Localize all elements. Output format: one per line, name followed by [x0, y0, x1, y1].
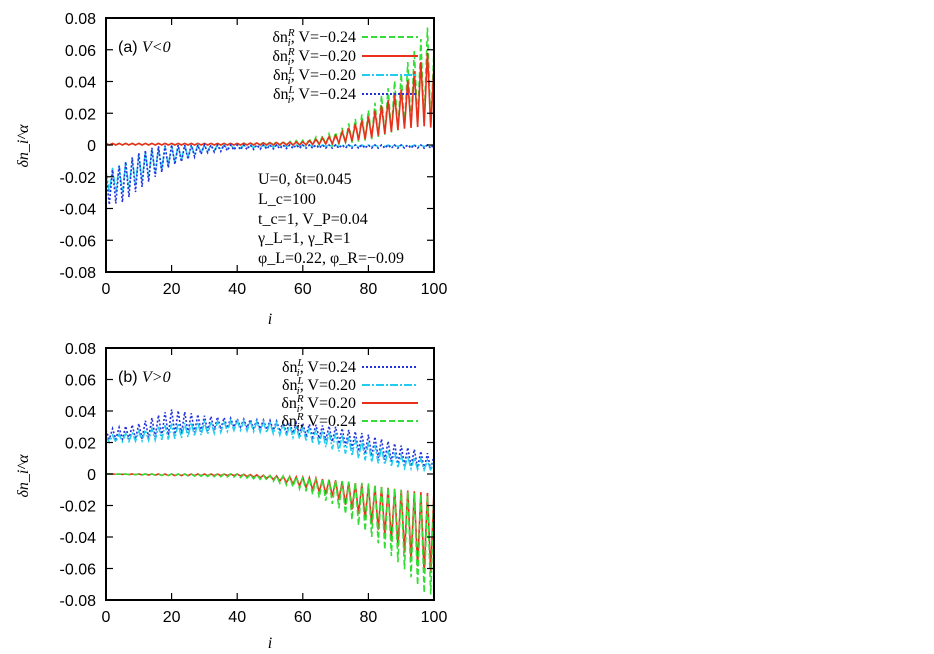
x-tick-label-b: 80: [360, 609, 378, 626]
y-tick-label-b: -0.08: [60, 593, 97, 610]
y-tick-label-a: -0.04: [60, 202, 97, 219]
plot-area-b: [106, 409, 434, 595]
panel-label-a: (a) V<0: [118, 39, 171, 56]
series-line-b-4: [106, 472, 434, 595]
series-group-a: [106, 27, 434, 205]
y-tick-label-b: 0.06: [65, 373, 96, 390]
series-line-b-2: [106, 417, 434, 474]
x-axis-label-a: i: [268, 311, 272, 328]
legend-label-a-2: δnR i, V=−0.20: [272, 46, 356, 68]
legend-label-b-4: δnR i, V=0.24: [281, 411, 356, 433]
x-tick-label-a: 20: [163, 281, 181, 298]
y-tick-label-b: 0.02: [65, 436, 96, 453]
y-axis-label-a: δn_i^α: [15, 124, 32, 168]
panel-b: 0 20 40 60 80 100 -0.08 -0.06 -0.04 -0.02 0 0.02 0.0…: [15, 341, 447, 652]
x-tick-label-a: 80: [360, 281, 378, 298]
y-tick-label-a: 0.08: [65, 11, 96, 28]
param-line-4: γ_L=1, γ_R=1: [257, 230, 351, 247]
y-tick-label-b: 0.04: [65, 404, 96, 421]
y-tick-label-b: -0.02: [60, 499, 97, 516]
legend-label-a-4: δnL i, V=−0.24: [273, 84, 356, 106]
y-tick-label-b: -0.04: [60, 530, 97, 547]
series-group-b: [106, 409, 434, 595]
y-tick-label-b: 0.08: [65, 341, 96, 358]
axes-a: 0 20 40 60 80 100 -0.08 -0.06 -0.04 -0.02 0 0.02 0.0…: [60, 11, 448, 298]
series-line-a-2: [106, 52, 434, 147]
axes-b: 0 20 40 60 80 100 -0.08 -0.06 -0.04 -0.02 0 0.02 0.0…: [60, 341, 448, 626]
plot-area-a: [106, 27, 434, 205]
legend-label-b-1: δnL i, V=0.24: [282, 357, 356, 379]
x-tick-label-a: 100: [421, 281, 448, 298]
panel-label-b: (b) V>0: [118, 369, 171, 386]
y-tick-label-a: 0.06: [65, 43, 96, 60]
series-line-a-4: [106, 142, 434, 205]
params-box-a: U=0, δt=0.045 L_c=100 t_c=1, V_P=0.04 γ_…: [257, 171, 404, 267]
x-tick-label-a: 0: [102, 281, 111, 298]
y-tick-label-a: -0.08: [60, 265, 97, 282]
param-line-1: U=0, δt=0.045: [258, 171, 352, 188]
x-tick-label-b: 60: [294, 609, 312, 626]
x-tick-label-b: 0: [102, 609, 111, 626]
panel-a: 0 20 40 60 80 100 -0.08 -0.06 -0.04 -0.02 0 0.02 0.0…: [15, 11, 447, 328]
param-line-3: t_c=1, V_P=0.04: [258, 211, 368, 228]
x-axis-label-b: i: [268, 635, 272, 652]
y-tick-label-b: 0: [87, 467, 96, 484]
x-tick-label-b: 20: [163, 609, 181, 626]
param-line-5: φ_L=0.22, φ_R=−0.09: [258, 250, 404, 267]
x-tick-label-a: 60: [294, 281, 312, 298]
legend-label-a-1: δnR i, V=−0.24: [272, 27, 356, 49]
legend-label-b-2: δnL i, V=0.20: [282, 375, 356, 397]
y-tick-label-b: -0.06: [60, 562, 97, 579]
y-tick-label-a: 0: [87, 138, 96, 155]
param-line-2: L_c=100: [258, 191, 316, 208]
x-tick-label-b: 40: [228, 609, 246, 626]
x-tick-label-a: 40: [228, 281, 246, 298]
y-tick-label-a: 0.02: [65, 106, 96, 123]
y-tick-label-a: 0.04: [65, 75, 96, 92]
legend-label-b-3: δnR i, V=0.20: [281, 393, 356, 415]
legend-label-a-3: δnL i, V=−0.20: [273, 65, 356, 87]
x-tick-label-b: 100: [421, 609, 448, 626]
y-axis-label-b: δn_i^α: [15, 454, 32, 498]
y-tick-label-a: -0.06: [60, 233, 97, 250]
series-line-b-1: [106, 409, 434, 471]
y-tick-label-a: -0.02: [60, 170, 97, 187]
